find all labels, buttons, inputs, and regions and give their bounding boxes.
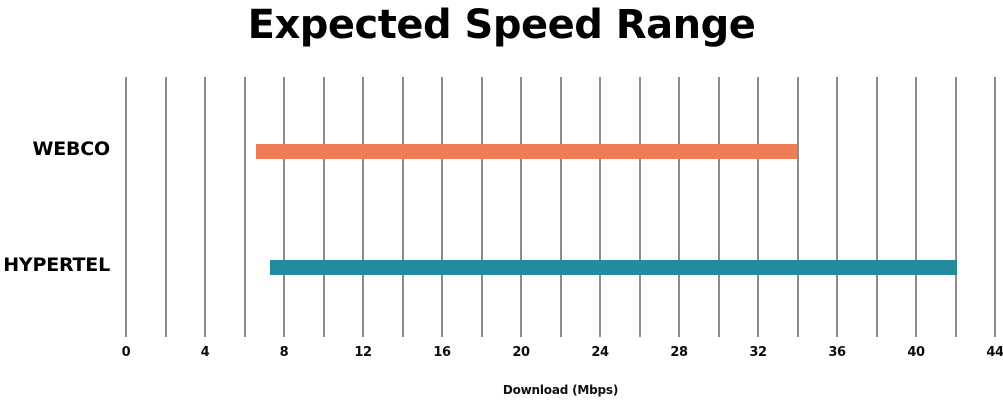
x-tick-label: 32 xyxy=(749,345,767,360)
x-axis-tick-labels: 0 4 8 12 16 20 24 28 32 36 40 44 xyxy=(122,345,1003,365)
x-tick-label: 0 xyxy=(121,345,131,360)
gridline xyxy=(520,77,522,337)
x-tick-label: 16 xyxy=(433,345,451,360)
plot-area xyxy=(125,77,996,337)
gridline xyxy=(441,77,443,337)
gridline xyxy=(401,77,404,337)
gridline xyxy=(638,77,641,337)
x-tick-label: 36 xyxy=(828,345,846,360)
x-tick-label: 20 xyxy=(512,345,530,360)
gridline xyxy=(757,77,759,337)
gridline xyxy=(994,77,996,337)
x-tick-label: 8 xyxy=(279,345,289,360)
gridline xyxy=(678,77,680,337)
category-label-webco: WEBCO xyxy=(32,138,110,160)
x-tick-label: 44 xyxy=(986,345,1003,360)
gridline xyxy=(283,77,285,337)
gridline xyxy=(322,77,325,337)
gridline xyxy=(875,77,878,337)
range-bar-hypertel xyxy=(270,260,958,275)
x-axis-title: Download (Mbps) xyxy=(502,383,619,397)
gridline xyxy=(915,77,917,337)
gridline xyxy=(836,77,838,337)
x-tick-label: 4 xyxy=(200,345,210,360)
chart-title: Expected Speed Range xyxy=(247,2,756,48)
x-tick-label: 40 xyxy=(907,345,925,360)
x-tick-label: 24 xyxy=(591,345,609,360)
gridline xyxy=(243,77,246,337)
gridline xyxy=(362,77,364,337)
gridline xyxy=(559,77,562,337)
range-bar-webco xyxy=(256,144,798,159)
gridline xyxy=(125,77,127,337)
gridline xyxy=(796,77,799,337)
gridline xyxy=(599,77,601,337)
gridline xyxy=(480,77,483,337)
category-label-hypertel: HYPERTEL xyxy=(3,254,110,276)
gridline xyxy=(164,77,167,337)
x-tick-label: 28 xyxy=(670,345,688,360)
gridline xyxy=(204,77,206,337)
category-axis-labels: WEBCO HYPERTEL xyxy=(0,77,110,337)
x-tick-label: 12 xyxy=(354,345,372,360)
gridline xyxy=(954,77,957,337)
gridline xyxy=(717,77,720,337)
